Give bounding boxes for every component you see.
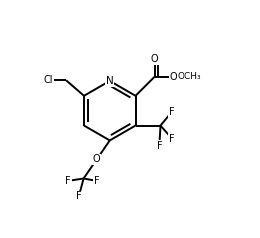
Text: F: F [94,176,100,186]
Text: O: O [151,54,158,64]
Text: Cl: Cl [44,75,53,85]
Text: F: F [169,107,175,117]
Text: F: F [65,176,71,186]
Text: F: F [157,141,162,151]
Text: F: F [76,191,82,201]
Text: N: N [106,76,114,86]
Text: O: O [93,154,101,164]
Text: O: O [170,72,177,82]
Text: F: F [169,134,175,144]
Text: OCH₃: OCH₃ [177,72,201,81]
